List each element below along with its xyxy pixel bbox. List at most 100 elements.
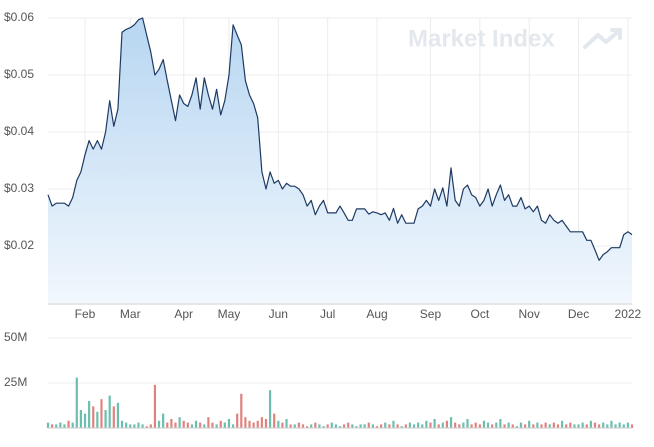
volume-bar bbox=[293, 424, 296, 428]
volume-bar bbox=[573, 424, 576, 428]
volume-bar bbox=[125, 422, 128, 428]
volume-bar bbox=[88, 401, 91, 428]
volume-bar bbox=[318, 424, 321, 428]
y-tick-label: 25M bbox=[4, 375, 27, 389]
y-tick-label: $0.04 bbox=[4, 124, 34, 138]
volume-bar bbox=[495, 422, 498, 428]
y-tick-label: $0.02 bbox=[4, 238, 34, 252]
volume-bar bbox=[548, 424, 551, 428]
volume-bar bbox=[112, 406, 115, 428]
volume-bar bbox=[273, 413, 276, 428]
volume-bar bbox=[71, 422, 74, 428]
volume-bar bbox=[285, 419, 288, 428]
volume-bar bbox=[219, 420, 222, 428]
x-tick-label: Jul bbox=[320, 307, 335, 321]
y-tick-label: $0.06 bbox=[4, 10, 34, 24]
watermark-text: Market Index bbox=[408, 25, 555, 52]
volume-bar bbox=[556, 424, 560, 428]
volume-bar bbox=[215, 424, 218, 428]
volume-bar bbox=[338, 426, 342, 428]
volume-bar bbox=[437, 424, 440, 428]
volume-bar bbox=[445, 420, 449, 428]
volume-bar bbox=[227, 419, 231, 428]
volume-bar bbox=[326, 424, 329, 428]
volume-bar bbox=[236, 413, 239, 428]
volume-bar bbox=[260, 417, 263, 428]
volume-bar bbox=[560, 420, 564, 428]
volume-bar bbox=[499, 419, 502, 428]
volume-bar bbox=[462, 422, 465, 428]
volume-bar bbox=[330, 422, 333, 428]
volume-bar bbox=[544, 422, 547, 428]
volume-bar bbox=[248, 420, 251, 428]
volume-bar bbox=[120, 420, 124, 428]
volume-bar bbox=[347, 422, 350, 428]
volume-bar bbox=[412, 424, 416, 428]
volume-bar bbox=[244, 417, 247, 428]
volume-bar bbox=[211, 422, 214, 428]
x-tick-label: Apr bbox=[174, 307, 193, 321]
volume-bar bbox=[626, 422, 629, 428]
volume-bar bbox=[231, 424, 235, 428]
volume-bar bbox=[178, 417, 181, 428]
volume-bar bbox=[63, 424, 66, 428]
volume-bar bbox=[486, 422, 490, 428]
volume-bar bbox=[133, 424, 136, 428]
volume-bar bbox=[268, 390, 272, 428]
volume-bar bbox=[589, 420, 592, 428]
volume-bar bbox=[207, 417, 210, 428]
volume-bar bbox=[141, 424, 144, 428]
volume-bar bbox=[67, 420, 70, 428]
volume-bar bbox=[108, 395, 111, 428]
volume-bar bbox=[149, 424, 152, 428]
volume-bar bbox=[515, 426, 518, 428]
volume-bar bbox=[252, 422, 255, 428]
volume-bar bbox=[433, 419, 436, 428]
volume-bar bbox=[371, 424, 375, 428]
volume-bar bbox=[388, 424, 391, 428]
volume-bar bbox=[79, 410, 83, 428]
volume-bar bbox=[380, 424, 383, 428]
volume-bar bbox=[491, 424, 494, 428]
watermark-icon bbox=[583, 28, 622, 49]
volume-bar bbox=[100, 399, 103, 428]
volume-bar bbox=[104, 410, 107, 428]
volume-bar bbox=[166, 422, 169, 428]
volume-bar bbox=[540, 424, 543, 428]
price-area bbox=[48, 18, 632, 303]
volume-bar bbox=[528, 420, 531, 428]
volume-bar bbox=[478, 424, 481, 428]
volume-bar bbox=[417, 422, 420, 428]
volume-bar bbox=[523, 424, 527, 428]
volume-bar bbox=[162, 413, 165, 428]
x-tick-label: 2022 bbox=[615, 307, 642, 321]
volume-bar bbox=[552, 422, 555, 428]
volume-bar bbox=[190, 424, 194, 428]
y-tick-label: 50M bbox=[4, 330, 27, 344]
x-tick-label: Jun bbox=[269, 307, 288, 321]
x-tick-label: Oct bbox=[470, 307, 489, 321]
volume-bar bbox=[297, 422, 300, 428]
volume-bar bbox=[170, 419, 173, 428]
volume-bar bbox=[392, 420, 395, 428]
volume-bar bbox=[355, 426, 358, 428]
volume-bar bbox=[182, 420, 185, 428]
volume-bar bbox=[289, 424, 292, 428]
volume-bar bbox=[507, 422, 510, 428]
volume-bar bbox=[404, 424, 407, 428]
volume-bar bbox=[519, 422, 523, 428]
volume-bar bbox=[203, 424, 206, 428]
volume-bar bbox=[194, 420, 198, 428]
volume-bar bbox=[305, 426, 309, 428]
volume-bar bbox=[375, 426, 379, 428]
volume-bar bbox=[281, 422, 284, 428]
volume-bar bbox=[396, 424, 399, 428]
volume-bar bbox=[301, 424, 305, 428]
volume-bar bbox=[129, 424, 132, 428]
volume-bar bbox=[425, 420, 428, 428]
volume-bar bbox=[153, 384, 157, 428]
volume-bar bbox=[174, 422, 177, 428]
x-tick-label: Aug bbox=[366, 307, 387, 321]
x-tick-label: Dec bbox=[568, 307, 589, 321]
